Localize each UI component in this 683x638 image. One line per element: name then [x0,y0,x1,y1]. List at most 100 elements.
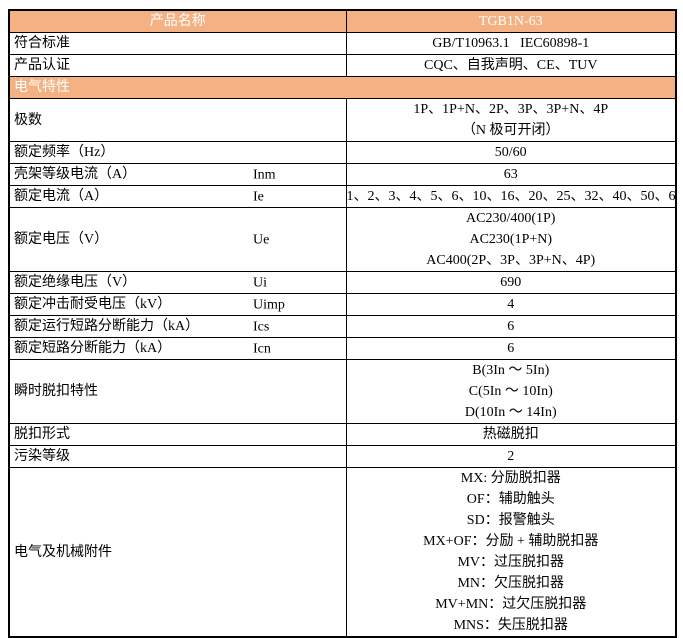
table-row: 产品认证 CQC、自我声明、CE、TUV [8,54,677,77]
spec-value-line: AC400(2P、3P、3P+N、4P) [426,253,596,268]
spec-label: 额定冲击耐受电压（kV） [14,297,172,312]
spec-value-cell: MX: 分励脱扣器 OF：辅助触头 SD：报警触头 MX+OF：分励 + 辅助脱扣器 M… [345,467,677,638]
spec-label-cell: 额定冲击耐受电压（kV） Uimp [8,293,347,316]
spec-symbol: Ue [253,232,270,247]
table-row: 脱扣形式 热磁脱扣 [8,423,677,446]
spec-label-cell: 电气及机械附件 [8,467,347,638]
spec-label-cell: 脱扣形式 [8,423,347,446]
spec-value-line: MV+MN：过欠压脱扣器 [435,597,587,612]
spec-value-line: CQC、自我声明、CE、TUV [424,58,598,73]
spec-value-line: MX+OF：分励 + 辅助脱扣器 [423,534,599,549]
spec-value-cell: 6 [345,315,677,338]
spec-label: 额定频率（Hz） [14,145,115,160]
spec-label: 电气及机械附件 [14,544,112,560]
spec-value-cell: B(3In ～ 5In) C(5In ～ 10In) D(10In ～ 14In) [345,359,677,424]
spec-label: 额定绝缘电压（V） [14,275,137,290]
table-row: 额定冲击耐受电压（kV） Uimp 4 [8,293,677,316]
spec-symbol: Inm [253,167,276,182]
spec-value-line: GB/T10963.1 IEC60898-1 [432,36,590,51]
spec-value-line: 6 [507,319,515,334]
spec-label-cell: 壳架等级电流（A） Inm [8,163,347,186]
table-row: 电气及机械附件 MX: 分励脱扣器 OF：辅助触头 SD：报警触头 MX+OF：分励 +… [8,467,677,638]
spec-table-body: 产品名称 TGB1N-63 符合标准 GB/T10963.1 IEC60898-1 产品… [8,9,677,638]
spec-label-cell: 产品认证 [8,54,347,77]
spec-label: 符合标准 [14,36,70,51]
spec-value-cell: 1P、1P+N、2P、3P、3P+N、4P （N 极可开闭） [345,98,677,142]
spec-label-cell: 额定运行短路分断能力（kA） Ics [8,315,347,338]
spec-label-cell: 额定短路分断能力（kA） Icn [8,337,347,360]
spec-value-cell: 6 [345,337,677,360]
product-spec-document: 产品名称 TGB1N-63 符合标准 GB/T10963.1 IEC60898-1 产品… [8,9,677,638]
spec-value-cell: 2 [345,445,677,468]
spec-label-cell: 额定电压（V） Ue [8,207,347,272]
table-row: 额定绝缘电压（V） Ui 690 [8,271,677,294]
spec-value-line: C(5In ～ 10In) [468,384,553,399]
spec-value-line: 50/60 [494,145,527,160]
spec-value-line: MX: 分励脱扣器 [460,471,561,486]
spec-value-cell: CQC、自我声明、CE、TUV [345,54,677,77]
spec-label-cell: 额定绝缘电压（V） Ui [8,271,347,294]
spec-value-line: OF：辅助触头 [466,492,555,507]
spec-symbol: Uimp [253,297,285,312]
spec-value-line: 690 [500,275,522,290]
spec-value-line: 6 [507,341,515,356]
spec-value-cell: 50/60 [345,141,677,164]
table-row: 额定频率（Hz） 50/60 [8,141,677,164]
spec-value-line: SD：报警触头 [466,513,555,528]
spec-label: 额定短路分断能力（kA） [14,341,172,356]
spec-label: 污染等级 [14,449,70,464]
spec-label-cell: 额定电流（A） Ie [8,185,347,208]
table-row: 额定电压（V） Ue AC230/400(1P) AC230(1P+N) AC400(2… [8,207,677,272]
section-header-row: 电气特性 [8,76,677,99]
spec-value-line: 1、2、3、4、5、6、10、16、20、25、32、40、50、63 [346,189,676,204]
spec-value-line: 热磁脱扣 [482,427,539,442]
table-row: 符合标准 GB/T10963.1 IEC60898-1 [8,32,677,55]
spec-value-line: TGB1N-63 [478,14,543,29]
spec-label: 额定运行短路分断能力（kA） [14,319,200,334]
spec-value-cell: 1、2、3、4、5、6、10、16、20、25、32、40、50、63 [345,185,677,208]
table-row: 极数 1P、1P+N、2P、3P、3P+N、4P （N 极可开闭） [8,98,677,142]
spec-value-cell: 4 [345,293,677,316]
spec-value-line: MNS：失压脱扣器 [453,618,568,633]
column-header-product-model: TGB1N-63 [345,9,677,33]
spec-label: 额定电流（A） [14,189,109,204]
spec-label: 脱扣形式 [14,427,70,442]
spec-value-cell: AC230/400(1P) AC230(1P+N) AC400(2P、3P、3P+N… [345,207,677,272]
spec-value-cell: 690 [345,271,677,294]
spec-label: 额定电压（V） [14,232,109,247]
product-spec-table: 产品名称 TGB1N-63 符合标准 GB/T10963.1 IEC60898-1 产品… [8,9,677,638]
spec-value-line: （N 极可开闭） [461,123,560,138]
spec-symbol: Icn [253,341,271,356]
table-row: 额定短路分断能力（kA） Icn 6 [8,337,677,360]
spec-value-line: 4 [507,297,515,312]
spec-value-line: 1P、1P+N、2P、3P、3P+N、4P [413,102,609,117]
spec-label: 壳架等级电流（A） [14,167,137,182]
column-header-product-name: 产品名称 [8,9,347,33]
spec-value-line: B(3In ～ 5In) [472,363,550,378]
spec-value-line: AC230(1P+N) [469,232,553,247]
table-row: 壳架等级电流（A） Inm 63 [8,163,677,186]
spec-label: 瞬时脱扣特性 [14,384,98,399]
spec-label-cell: 污染等级 [8,445,347,468]
page: { "colors": { "accent": "#F4B183", "bord… [8,9,677,638]
spec-label-cell: 极数 [8,98,347,142]
spec-value-line: AC230/400(1P) [466,211,556,226]
table-row: 瞬时脱扣特性 B(3In ～ 5In) C(5In ～ 10In) D(10In ～ … [8,359,677,424]
spec-label-cell: 符合标准 [8,32,347,55]
table-row: 额定运行短路分断能力（kA） Ics 6 [8,315,677,338]
spec-value-cell: 热磁脱扣 [345,423,677,446]
spec-symbol: Ui [253,275,267,290]
spec-value-line: D(10In ～ 14In) [464,405,557,420]
table-row: 额定电流（A） Ie 1、2、3、4、5、6、10、16、20、25、32、40、5… [8,185,677,208]
spec-symbol: Ics [253,319,270,334]
spec-label-cell: 额定频率（Hz） [8,141,347,164]
section-title: 电气特性 [8,76,677,99]
spec-label: 产品认证 [14,58,70,73]
table-header-row: 产品名称 TGB1N-63 [8,9,677,33]
spec-label-cell: 瞬时脱扣特性 [8,359,347,424]
spec-value-line: MV：过压脱扣器 [457,555,565,570]
spec-label: 产品名称 [149,14,206,29]
spec-value-line: MN：欠压脱扣器 [457,576,565,591]
table-row: 污染等级 2 [8,445,677,468]
spec-value-line: 63 [503,167,518,182]
